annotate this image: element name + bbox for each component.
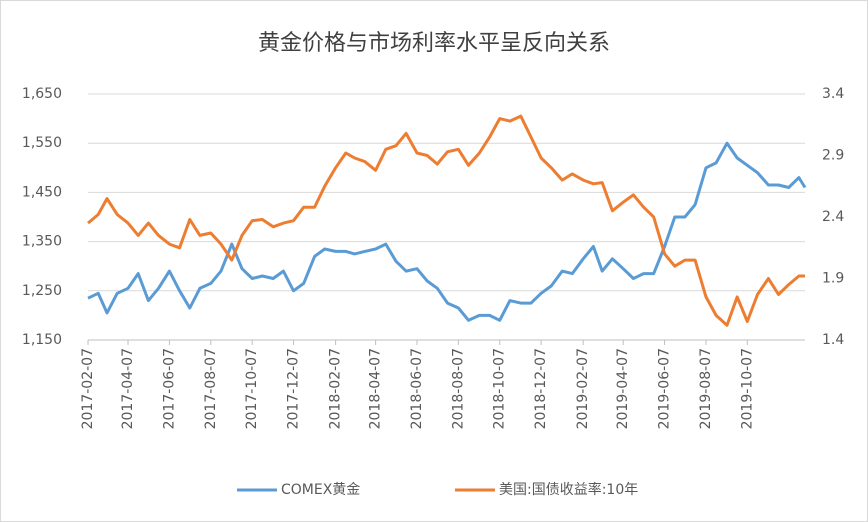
x-tick-label: 2019-08-07	[698, 348, 714, 429]
x-tick-label: 2019-06-07	[657, 348, 673, 429]
y2-tick-label: 2.4	[822, 209, 844, 225]
x-tick-label: 2017-02-07	[80, 348, 96, 429]
x-tick-label: 2018-12-07	[533, 348, 549, 429]
y2-tick-label: 1.4	[822, 332, 844, 348]
x-tick-label: 2017-08-07	[203, 348, 219, 429]
x-tick-label: 2017-12-07	[286, 348, 302, 429]
y-tick-label: 1,350	[22, 234, 62, 250]
x-tick-label: 2019-04-07	[615, 348, 631, 429]
y2-tick-label: 1.9	[822, 271, 844, 287]
y-tick-label: 1,450	[22, 184, 62, 200]
series-line	[87, 141, 807, 322]
legend-label: 美国:国债收益率:10年	[499, 481, 638, 498]
x-tick-label: 2018-02-07	[328, 348, 344, 429]
y-tick-label: 1,150	[22, 332, 62, 348]
chart-title: 黄金价格与市场利率水平呈反向关系	[258, 31, 610, 56]
x-tick-label: 2019-02-07	[575, 348, 591, 429]
legend-label: COMEX黄金	[281, 481, 360, 498]
x-tick-label: 2017-04-07	[120, 348, 136, 429]
x-tick-label: 2018-08-07	[450, 348, 466, 429]
x-tick-label: 2017-06-07	[161, 348, 177, 429]
y-tick-label: 1,650	[22, 86, 62, 102]
x-tick-label: 2018-04-07	[368, 348, 384, 429]
x-tick-label: 2018-06-07	[409, 348, 425, 429]
y-tick-label: 1,250	[22, 283, 62, 299]
x-tick-label: 2019-10-07	[739, 348, 755, 429]
series-line	[87, 114, 805, 327]
y2-tick-label: 3.4	[822, 86, 844, 102]
x-tick-label: 2018-10-07	[492, 348, 508, 429]
y-tick-label: 1,550	[22, 135, 62, 151]
x-tick-label: 2017-10-07	[244, 348, 260, 429]
y2-tick-label: 2.9	[822, 148, 844, 164]
